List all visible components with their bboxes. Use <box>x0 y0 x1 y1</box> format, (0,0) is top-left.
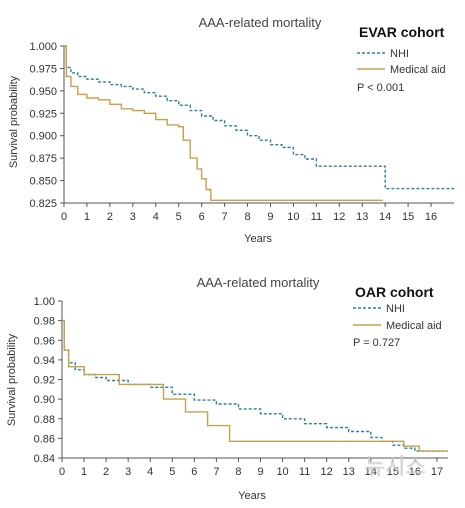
oar-y-axis-label: Survival probability <box>6 333 18 426</box>
oar-x-tick-label: 15 <box>387 466 399 478</box>
oar-y-tick-label: 0.96 <box>34 335 55 347</box>
oar-y-tick-label: 0.92 <box>34 375 55 387</box>
oar-x-tick-label: 0 <box>59 466 65 478</box>
evar-x-tick-label: 14 <box>379 211 391 223</box>
evar-y-axis-label: Survival probability <box>8 75 20 168</box>
evar-x-tick-label: 9 <box>267 211 273 223</box>
oar-y-tick-label: 0.84 <box>34 453 55 465</box>
oar-x-tick-label: 17 <box>431 466 443 478</box>
evar-x-tick-label: 4 <box>153 211 159 223</box>
oar-legend-medical-aid-label: Medical aid <box>386 320 442 332</box>
oar-x-tick-label: 7 <box>213 466 219 478</box>
evar-x-tick-label: 8 <box>244 211 250 223</box>
evar-x-tick-label: 13 <box>356 211 368 223</box>
evar-y-tick-label: 0.900 <box>29 131 57 143</box>
evar-x-tick-label: 15 <box>402 211 414 223</box>
oar-x-tick-label: 4 <box>147 466 153 478</box>
oar-x-tick-label: 10 <box>276 466 288 478</box>
evar-x-tick-label: 6 <box>199 211 205 223</box>
evar-x-tick-label: 7 <box>222 211 228 223</box>
oar-x-tick-label: 1 <box>81 466 87 478</box>
evar-y-tick-label: 0.975 <box>29 63 57 75</box>
evar-p-value: P < 0.001 <box>357 82 404 94</box>
oar-x-tick-label: 9 <box>257 466 263 478</box>
oar-p-value: P = 0.727 <box>353 337 400 349</box>
oar-x-tick-label: 14 <box>365 466 377 478</box>
evar-y-tick-label: 0.850 <box>29 176 57 188</box>
oar-x-tick-label: 6 <box>191 466 197 478</box>
oar-x-tick-label: 5 <box>169 466 175 478</box>
evar-panel: AAA-related mortality EVAR cohort Surviv… <box>8 15 454 245</box>
evar-y-tick-label: 0.825 <box>29 198 57 210</box>
evar-x-tick-label: 1 <box>84 211 90 223</box>
oar-x-axis-label: Years <box>238 490 266 502</box>
evar-x-tick-label: 0 <box>61 211 67 223</box>
evar-x-tick-label: 16 <box>425 211 437 223</box>
evar-x-tick-label: 3 <box>130 211 136 223</box>
evar-y-tick-label: 0.875 <box>29 153 57 165</box>
oar-x-tick-label: 3 <box>125 466 131 478</box>
evar-x-axis-label: Years <box>244 233 272 245</box>
evar-y-tick-label: 0.950 <box>29 86 57 98</box>
evar-series-medical-aid-line <box>64 45 383 201</box>
oar-x-tick-label: 13 <box>343 466 355 478</box>
evar-x-tick-label: 2 <box>107 211 113 223</box>
oar-cohort-label: OAR cohort <box>355 284 434 300</box>
oar-y-tick-label: 0.94 <box>34 355 55 367</box>
oar-y-tick-label: 0.86 <box>34 433 55 445</box>
oar-panel: AAA-related mortality OAR cohort Surviva… <box>6 275 448 502</box>
evar-x-tick-label: 11 <box>311 211 322 223</box>
oar-y-tick-label: 1.00 <box>34 296 55 308</box>
evar-y-tick-label: 0.925 <box>29 108 57 120</box>
evar-legend-medical-aid-label: Medical aid <box>390 64 446 76</box>
oar-x-tick-label: 12 <box>321 466 333 478</box>
oar-y-tick-label: 0.98 <box>34 316 55 328</box>
evar-chart-title: AAA-related mortality <box>199 15 322 30</box>
evar-x-tick-label: 12 <box>333 211 345 223</box>
oar-series-medical-aid-line <box>62 319 448 452</box>
evar-x-tick-label: 5 <box>176 211 182 223</box>
oar-chart-title: AAA-related mortality <box>197 275 320 290</box>
oar-legend-nhi-label: NHI <box>386 303 405 315</box>
oar-x-tick-label: 2 <box>103 466 109 478</box>
oar-y-tick-label: 0.90 <box>34 394 55 406</box>
evar-cohort-label: EVAR cohort <box>359 24 445 40</box>
oar-x-tick-label: 8 <box>235 466 241 478</box>
watermark: 뉴시스 <box>365 454 426 479</box>
evar-legend-nhi-label: NHI <box>390 48 409 60</box>
evar-y-tick-label: 1.000 <box>29 41 57 53</box>
oar-y-tick-label: 0.88 <box>34 414 55 426</box>
evar-x-tick-label: 10 <box>287 211 299 223</box>
oar-x-tick-label: 11 <box>299 466 310 478</box>
oar-x-tick-label: 16 <box>409 466 421 478</box>
